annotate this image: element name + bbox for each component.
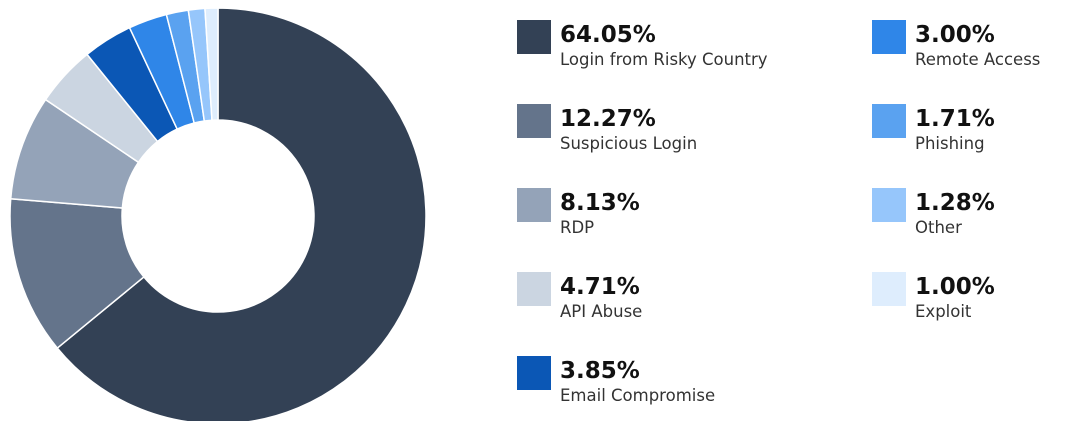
legend-swatch — [872, 20, 906, 54]
legend-swatch — [872, 104, 906, 138]
legend-label: Exploit — [915, 302, 972, 321]
legend-value: 64.05% — [560, 22, 656, 48]
legend-value: 1.28% — [915, 190, 995, 216]
legend-value: 1.00% — [915, 274, 995, 300]
legend-value: 8.13% — [560, 190, 640, 216]
legend-label: Email Compromise — [560, 386, 715, 405]
legend-swatch — [517, 20, 551, 54]
slice — [204, 7, 219, 121]
legend-label: Login from Risky Country — [560, 50, 768, 69]
legend-value: 3.00% — [915, 22, 995, 48]
legend-swatch — [517, 188, 551, 222]
legend-swatch — [872, 188, 906, 222]
legend-value: 12.27% — [560, 106, 656, 132]
legend-label: Phishing — [915, 134, 985, 153]
legend-label: API Abuse — [560, 302, 642, 321]
legend-label: RDP — [560, 218, 594, 237]
legend-swatch — [517, 356, 551, 390]
legend-swatch — [517, 104, 551, 138]
legend-label: Suspicious Login — [560, 134, 697, 153]
legend-label: Other — [915, 218, 962, 237]
slice — [56, 7, 427, 421]
legend-swatch — [872, 272, 906, 306]
legend-value: 4.71% — [560, 274, 640, 300]
legend-value: 3.85% — [560, 358, 640, 384]
legend-value: 1.71% — [915, 106, 995, 132]
legend-label: Remote Access — [915, 50, 1040, 69]
legend-swatch — [517, 272, 551, 306]
